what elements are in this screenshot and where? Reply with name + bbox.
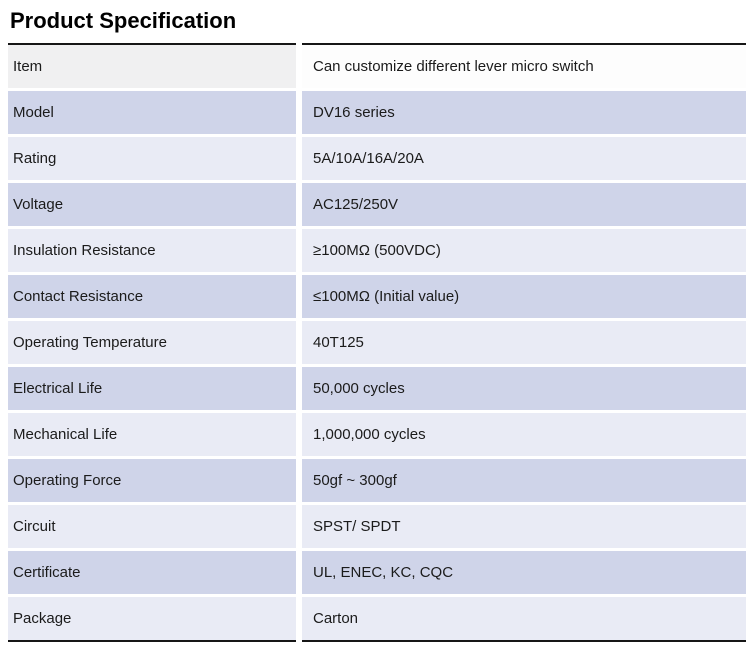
spec-value: 50,000 cycles [302, 367, 746, 410]
spec-label: Contact Resistance [8, 275, 296, 318]
spec-row-mechanical-life: Mechanical Life 1,000,000 cycles [8, 413, 746, 456]
spec-value: SPST/ SPDT [302, 505, 746, 548]
spec-label: Insulation Resistance [8, 229, 296, 272]
spec-label: Model [8, 91, 296, 134]
spec-value: 40T125 [302, 321, 746, 364]
spec-row-certificate: Certificate UL, ENEC, KC, CQC [8, 551, 746, 594]
spec-row-circuit: Circuit SPST/ SPDT [8, 505, 746, 548]
spec-value: ≤100MΩ (Initial value) [302, 275, 746, 318]
spec-row-voltage: Voltage AC125/250V [8, 183, 746, 226]
spec-row-contact-resistance: Contact Resistance ≤100MΩ (Initial value… [8, 275, 746, 318]
spec-value: 50gf ~ 300gf [302, 459, 746, 502]
spec-label: Electrical Life [8, 367, 296, 410]
spec-row-package: Package Carton [8, 597, 746, 642]
spec-value: Carton [302, 597, 746, 642]
spec-row-item: Item Can customize different lever micro… [8, 43, 746, 88]
spec-value: UL, ENEC, KC, CQC [302, 551, 746, 594]
spec-label: Operating Temperature [8, 321, 296, 364]
spec-table: Item Can customize different lever micro… [8, 43, 746, 642]
spec-row-rating: Rating 5A/10A/16A/20A [8, 137, 746, 180]
spec-row-insulation-resistance: Insulation Resistance ≥100MΩ (500VDC) [8, 229, 746, 272]
spec-label: Item [8, 43, 296, 88]
spec-value: DV16 series [302, 91, 746, 134]
spec-label: Circuit [8, 505, 296, 548]
spec-row-electrical-life: Electrical Life 50,000 cycles [8, 367, 746, 410]
spec-label: Package [8, 597, 296, 642]
spec-value: 5A/10A/16A/20A [302, 137, 746, 180]
spec-value: 1,000,000 cycles [302, 413, 746, 456]
spec-label: Certificate [8, 551, 296, 594]
spec-value: Can customize different lever micro swit… [302, 43, 746, 88]
spec-label: Operating Force [8, 459, 296, 502]
spec-label: Voltage [8, 183, 296, 226]
spec-value: ≥100MΩ (500VDC) [302, 229, 746, 272]
spec-value: AC125/250V [302, 183, 746, 226]
spec-row-operating-temperature: Operating Temperature 40T125 [8, 321, 746, 364]
spec-row-operating-force: Operating Force 50gf ~ 300gf [8, 459, 746, 502]
spec-label: Rating [8, 137, 296, 180]
spec-label: Mechanical Life [8, 413, 296, 456]
spec-row-model: Model DV16 series [8, 91, 746, 134]
page-title: Product Specification [10, 8, 237, 33]
